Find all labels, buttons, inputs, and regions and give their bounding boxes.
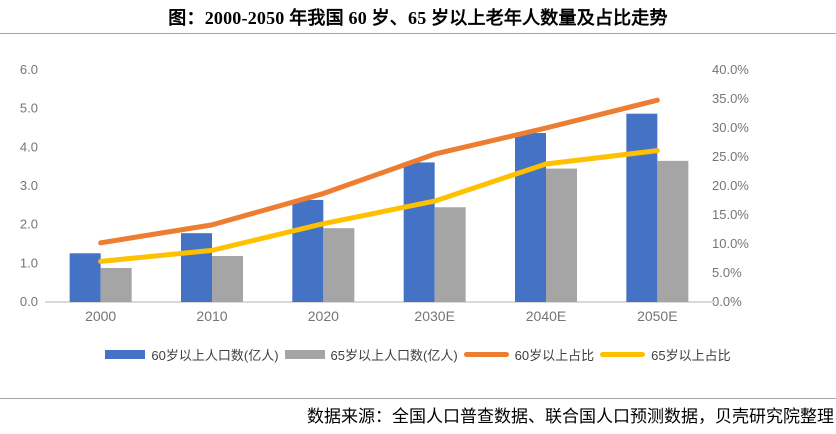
left-axis-tick: 4.0	[20, 139, 38, 154]
bar-bar60-2010	[181, 233, 212, 302]
legend-item-1: 65岁以上人口数(亿人)	[284, 345, 458, 364]
bar-bar65-2020	[323, 228, 355, 302]
legend-item-2: 60岁以上占比	[463, 345, 595, 364]
right-axis-tick: 30.0%	[712, 120, 749, 135]
x-axis-label-2050E: 2050E	[637, 308, 677, 324]
x-axis-label-2010: 2010	[196, 308, 227, 324]
bar-bar65-2010	[212, 255, 243, 302]
bar-bar65-2040E	[546, 168, 577, 302]
right-axis-tick: 40.0%	[712, 62, 749, 77]
right-axis-tick: 15.0%	[712, 207, 749, 222]
right-axis-tick: 0.0%	[712, 294, 742, 309]
figure-title: 图：2000-2050 年我国 60 岁、65 岁以上老年人数量及占比走势	[168, 7, 668, 28]
bar-bar65-2030E	[434, 207, 466, 302]
x-axis-label-2040E: 2040E	[526, 308, 566, 324]
right-axis-tick: 10.0%	[712, 236, 749, 251]
x-axis-label-2000: 2000	[85, 308, 116, 324]
bar-bar60-2020	[292, 199, 324, 302]
legend-swatch-bar65	[284, 349, 325, 359]
left-axis-tick: 1.0	[20, 255, 38, 270]
bar-bar60-2040E	[515, 133, 546, 302]
right-axis-tick: 35.0%	[712, 91, 749, 106]
legend-swatch-line60	[463, 351, 509, 357]
legend-label: 60岁以上占比	[514, 347, 595, 363]
legend-label: 65岁以上人口数(亿人)	[330, 347, 458, 363]
combo-chart: 0.0 1.0 2.0 3.0 4.0 5.0 6.0 0.0% 5.0% 10.0% 15.0% 2…	[20, 62, 749, 324]
legend-swatch-line65	[600, 351, 646, 357]
bar-bar60-2050E	[626, 113, 658, 303]
left-axis-tick: 6.0	[20, 62, 38, 77]
figure-title-bar: 图：2000-2050 年我国 60 岁、65 岁以上老年人数量及占比走势	[0, 0, 836, 34]
legend-item-3: 65岁以上占比	[600, 345, 731, 364]
right-axis-tick: 5.0%	[712, 265, 742, 280]
left-axis-tick: 3.0	[20, 178, 38, 193]
line-line65	[98, 148, 660, 264]
right-axis-tick: 20.0%	[712, 178, 749, 193]
bar-bar65-2050E	[657, 160, 689, 302]
legend-swatch-bar60	[105, 349, 146, 359]
source-bar: 数据来源：全国人口普查数据、联合国人口预测数据，贝壳研究院整理	[0, 398, 836, 434]
bar-bar60-2030E	[403, 162, 435, 302]
left-axis-tick: 5.0	[20, 101, 38, 116]
left-axis-tick: 2.0	[20, 217, 38, 232]
chart-legend: 60岁以上人口数(亿人) 65岁以上人口数(亿人) 60岁以上占比 65岁以上占比	[0, 344, 836, 364]
left-axis-tick: 0.0	[20, 294, 38, 309]
bar-bar65-2000	[100, 267, 132, 302]
data-source-note: 数据来源：全国人口普查数据、联合国人口预测数据，贝壳研究院整理	[307, 407, 834, 426]
legend-item-0: 60岁以上人口数(亿人)	[105, 345, 279, 364]
legend-label: 60岁以上人口数(亿人)	[151, 347, 279, 363]
chart-area: 0.0 1.0 2.0 3.0 4.0 5.0 6.0 0.0% 5.0% 10.0% 15.0% 2…	[0, 40, 836, 340]
line-line60	[98, 97, 660, 246]
x-axis-label-2030E: 2030E	[414, 308, 454, 324]
legend-label: 65岁以上占比	[651, 347, 731, 363]
x-axis-label-2020: 2020	[308, 308, 339, 324]
bar-bar60-2000	[69, 253, 101, 302]
right-axis-tick: 25.0%	[712, 149, 749, 164]
